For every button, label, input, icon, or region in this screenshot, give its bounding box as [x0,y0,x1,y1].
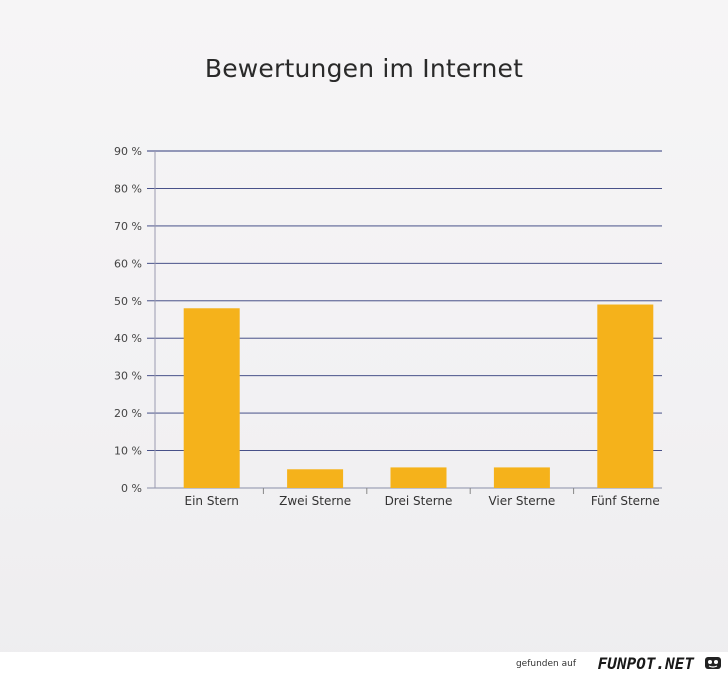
axis-layer: 0 % 10 % 20 % 30 % 40 % 50 % 60 % 70 % 80 % 90 % [114,145,575,495]
x-tick-label: Ein Stern [185,494,239,508]
bar [287,469,344,488]
y-tick-label: 60 % [114,257,142,270]
x-tick-label: Fünf Sterne [591,494,660,508]
x-tick-label: Vier Sterne [488,494,555,508]
bar [597,304,654,488]
y-tick-label: 10 % [114,445,142,458]
x-tick-label: Zwei Sterne [279,494,351,508]
bar [493,467,550,488]
bar [183,308,240,488]
chart-title: Bewertungen im Internet [204,54,524,83]
y-tick-label: 30 % [114,370,142,383]
x-tick-label: Drei Sterne [385,494,453,508]
y-tick-label: 50 % [114,295,142,308]
y-tick-label: 0 % [121,482,142,495]
y-tick-label: 80 % [114,182,142,195]
y-tick-label: 40 % [114,332,142,345]
funpot-logo-icon [705,657,721,669]
watermark-text: gefunden auf [515,659,576,669]
y-tick-label: 90 % [114,145,142,158]
watermark-bar: gefunden auf FUNPOT.NET [0,652,728,674]
y-tick-label: 20 % [114,407,142,420]
bar-layer [183,304,654,488]
y-tick-label: 70 % [114,220,142,233]
bar [390,467,447,488]
watermark-logo: FUNPOT.NET [597,654,694,673]
label-layer: Ein Stern Zwei Sterne Drei Sterne Vier Ster… [185,494,660,508]
